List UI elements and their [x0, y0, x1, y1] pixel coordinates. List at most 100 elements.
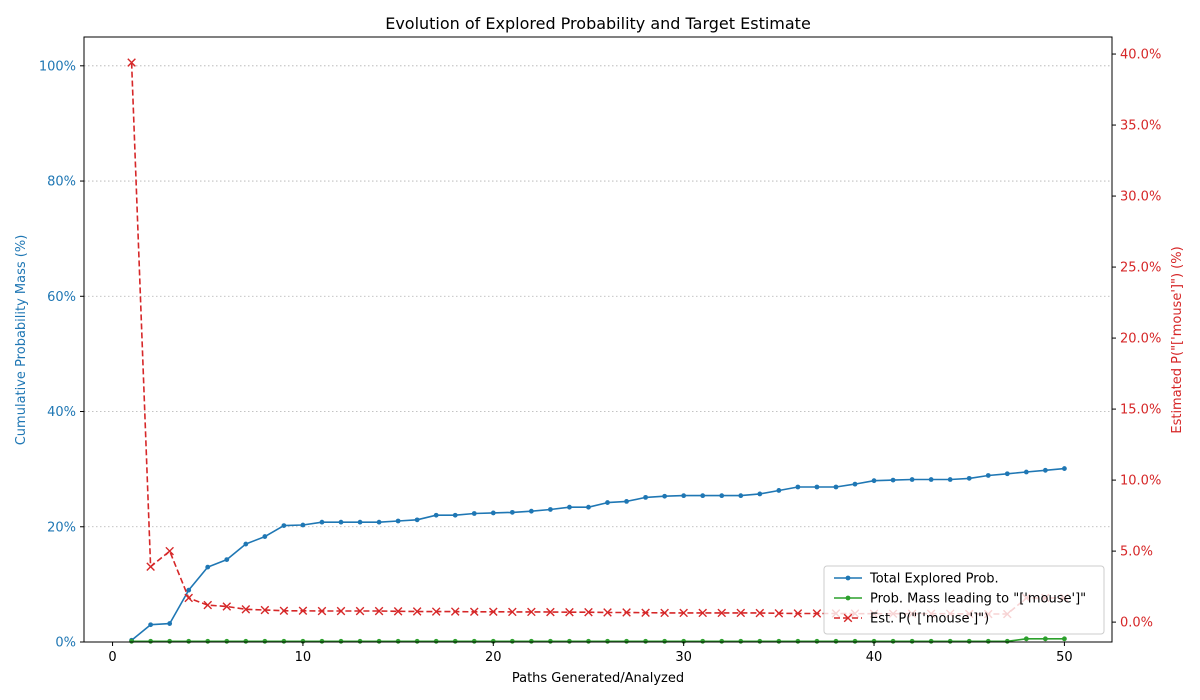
data-point — [947, 477, 953, 482]
data-point — [509, 509, 515, 515]
y-left-axis-label: Cumulative Probability Mass (%) — [14, 235, 29, 446]
data-point — [966, 475, 972, 481]
data-point — [319, 638, 325, 644]
data-point — [719, 638, 725, 644]
data-point — [336, 606, 346, 616]
y-right-tick-label: 15.0% — [1120, 403, 1161, 418]
data-point — [567, 638, 572, 644]
data-point — [374, 606, 384, 616]
data-point — [203, 600, 213, 610]
data-point — [624, 638, 629, 644]
data-point — [795, 484, 801, 490]
legend-label: Total Explored Prob. — [869, 572, 999, 587]
data-point — [452, 638, 458, 644]
data-point — [814, 638, 820, 644]
data-point — [966, 638, 972, 644]
data-point — [317, 606, 327, 616]
data-point — [262, 534, 268, 539]
series-line — [131, 467, 1065, 641]
data-point — [338, 519, 344, 525]
y-right-tick-label: 0.0% — [1120, 616, 1153, 631]
y-left-axis: 0% 20% 40% 60% 80% 100% — [39, 59, 84, 651]
data-point — [757, 491, 763, 497]
data-point — [146, 562, 155, 572]
data-point — [148, 638, 154, 644]
x-tick-label: 30 — [675, 650, 692, 665]
data-point — [1004, 638, 1010, 644]
data-point — [755, 608, 765, 618]
data-point — [528, 638, 534, 644]
data-point — [224, 557, 230, 563]
x-tick-label: 40 — [866, 650, 883, 665]
data-point — [548, 638, 553, 644]
data-point — [567, 504, 572, 510]
series-line — [131, 638, 1065, 643]
data-point — [985, 473, 991, 478]
y-left-tick-label: 40% — [47, 405, 76, 420]
data-point — [279, 606, 289, 616]
data-point — [909, 638, 915, 644]
data-point — [395, 518, 401, 524]
data-point — [222, 602, 232, 611]
data-point — [338, 638, 344, 644]
data-point — [738, 638, 744, 644]
legend-box — [823, 565, 1105, 635]
data-point — [928, 638, 934, 644]
data-point — [243, 541, 249, 547]
data-point — [1062, 636, 1067, 642]
data-point — [548, 507, 553, 512]
data-point — [260, 605, 270, 615]
data-point — [1023, 636, 1029, 642]
data-point — [909, 477, 915, 482]
legend-label: Est. P("['mouse']") — [870, 612, 989, 627]
data-point — [812, 609, 822, 618]
data-point — [698, 608, 707, 618]
grid — [84, 65, 1112, 528]
data-point — [241, 605, 251, 614]
y-left-tick-label: 20% — [47, 520, 76, 535]
data-point — [1004, 471, 1010, 477]
plot-frame — [83, 36, 1113, 643]
data-point — [224, 638, 230, 644]
data-point — [471, 638, 477, 644]
data-point — [586, 638, 591, 644]
data-point — [603, 608, 612, 617]
data-point — [643, 494, 648, 500]
data-point — [355, 606, 365, 616]
data-point — [148, 622, 154, 628]
data-point — [622, 608, 631, 617]
data-point — [393, 607, 403, 616]
data-point — [624, 499, 629, 504]
data-point — [450, 607, 460, 616]
data-point — [795, 638, 801, 644]
data-point — [833, 638, 839, 644]
data-point — [793, 609, 803, 618]
data-point — [928, 477, 934, 482]
data-point — [508, 607, 517, 617]
data-point — [357, 519, 363, 525]
data-point — [319, 519, 325, 525]
y-right-tick-label: 25.0% — [1120, 261, 1161, 276]
data-point — [717, 608, 727, 618]
data-point — [738, 493, 744, 499]
data-point — [127, 58, 136, 67]
data-point — [167, 621, 173, 626]
data-point — [186, 638, 192, 644]
data-point — [546, 607, 555, 617]
data-point — [205, 564, 211, 570]
data-point — [833, 484, 839, 490]
y-right-tick-label: 10.0% — [1120, 474, 1161, 489]
legend-label: Prob. Mass leading to "['mouse']" — [870, 592, 1086, 607]
data-point — [412, 607, 422, 616]
data-point — [376, 638, 382, 644]
legend-marker — [845, 575, 851, 581]
data-point — [165, 546, 174, 556]
y-left-tick-label: 60% — [47, 290, 76, 305]
data-point — [243, 638, 249, 644]
data-point — [186, 587, 192, 593]
data-point — [719, 493, 725, 499]
chart-title: Evolution of Explored Probability and Ta… — [385, 14, 811, 33]
data-point — [281, 523, 287, 529]
data-point — [947, 638, 953, 644]
